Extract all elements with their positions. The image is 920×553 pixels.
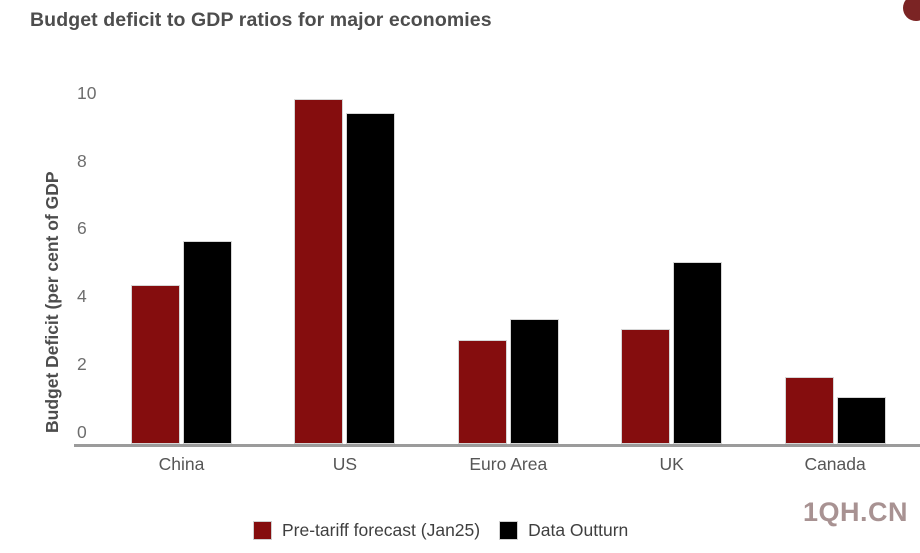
x-axis-label-canada: Canada [804,454,866,474]
watermark: 1QH.CN [802,497,908,527]
bar-china-series-1 [183,241,232,445]
logo-circle-badge [903,0,920,21]
bar-us-series-1 [346,112,396,445]
bar-euro-area-series-0 [457,339,507,445]
legend: Pre-tariff forecast (Jan25) Data Outturn [253,520,628,541]
x-axis-label-china: China [158,454,205,474]
x-axis-label-euro-area: Euro Area [469,454,548,474]
legend-swatch-0 [253,521,272,540]
y-axis-label: Budget Deficit (per cent of GDP [42,171,62,433]
y-tick-label-10: 10 [77,83,97,103]
y-tick-label-6: 6 [77,218,87,239]
legend-label-0: Pre-tariff forecast (Jan25) [282,520,481,540]
legend-item-1: Data Outturn [499,520,628,541]
bar-canada-series-1 [836,397,886,445]
chart-title: Budget deficit to GDP ratios for major e… [30,9,492,31]
legend-label-1: Data Outturn [528,520,629,540]
bar-uk-series-1 [673,261,723,445]
bar-uk-series-0 [621,329,671,445]
x-axis-label-uk: UK [659,454,684,474]
bar-canada-series-0 [784,376,834,445]
bar-china-series-0 [131,285,180,445]
y-tick-label-4: 4 [77,286,87,307]
y-tick-label-8: 8 [77,150,87,171]
legend-item-0: Pre-tariff forecast (Jan25) [253,520,480,541]
x-axis-label-us: US [332,454,358,474]
legend-swatch-1 [499,521,519,540]
y-tick-label-0: 0 [77,421,87,442]
x-axis-line [74,444,920,447]
bar-us-series-0 [294,99,344,445]
y-tick-label-2: 2 [77,353,87,374]
bar-euro-area-series-1 [509,319,559,445]
